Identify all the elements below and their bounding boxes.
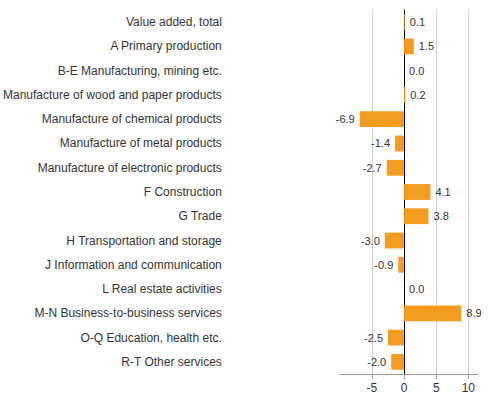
svg-text:H Transportation and storage: H Transportation and storage	[66, 234, 222, 248]
svg-text:-5: -5	[367, 381, 378, 395]
svg-text:0: 0	[401, 381, 408, 395]
svg-text:G Trade: G Trade	[178, 209, 222, 223]
svg-text:Value added, total: Value added, total	[126, 15, 222, 29]
svg-text:B-E Manufacturing, mining etc.: B-E Manufacturing, mining etc.	[58, 64, 222, 78]
svg-text:0.2: 0.2	[410, 89, 425, 101]
svg-text:R-T Other services: R-T Other services	[121, 355, 221, 369]
svg-text:5: 5	[433, 381, 440, 395]
svg-text:0.0: 0.0	[409, 65, 424, 77]
svg-text:Manufacture of electronic prod: Manufacture of electronic products	[38, 161, 222, 175]
svg-text:L Real estate activities: L Real estate activities	[102, 282, 222, 296]
svg-text:8.9: 8.9	[466, 307, 481, 319]
svg-text:-6.9: -6.9	[336, 113, 355, 125]
svg-text:-2.7: -2.7	[363, 162, 382, 174]
svg-text:M-N Business-to-business servi: M-N Business-to-business services	[34, 306, 221, 320]
svg-text:A Primary production: A Primary production	[110, 39, 221, 53]
svg-text:-0.9: -0.9	[374, 259, 393, 271]
svg-text:Manufacture of wood and paper: Manufacture of wood and paper products	[3, 88, 222, 102]
svg-text:J Information and communicatio: J Information and communication	[45, 258, 222, 272]
svg-text:O-Q Education, health etc.: O-Q Education, health etc.	[80, 331, 221, 345]
svg-text:3.8: 3.8	[434, 210, 449, 222]
svg-text:0.0: 0.0	[409, 283, 424, 295]
svg-text:10: 10	[462, 381, 476, 395]
svg-text:Manufacture of metal products: Manufacture of metal products	[60, 136, 222, 150]
svg-text:4.1: 4.1	[435, 186, 450, 198]
svg-text:-2.0: -2.0	[367, 356, 386, 368]
svg-text:-2.5: -2.5	[364, 332, 383, 344]
svg-text:Manufacture of chemical produc: Manufacture of chemical products	[42, 112, 222, 126]
svg-text:0.1: 0.1	[410, 16, 425, 28]
svg-text:-3.0: -3.0	[361, 235, 380, 247]
svg-text:1.5: 1.5	[419, 40, 434, 52]
svg-text:F Construction: F Construction	[144, 185, 222, 199]
svg-text:-1.4: -1.4	[371, 137, 390, 149]
